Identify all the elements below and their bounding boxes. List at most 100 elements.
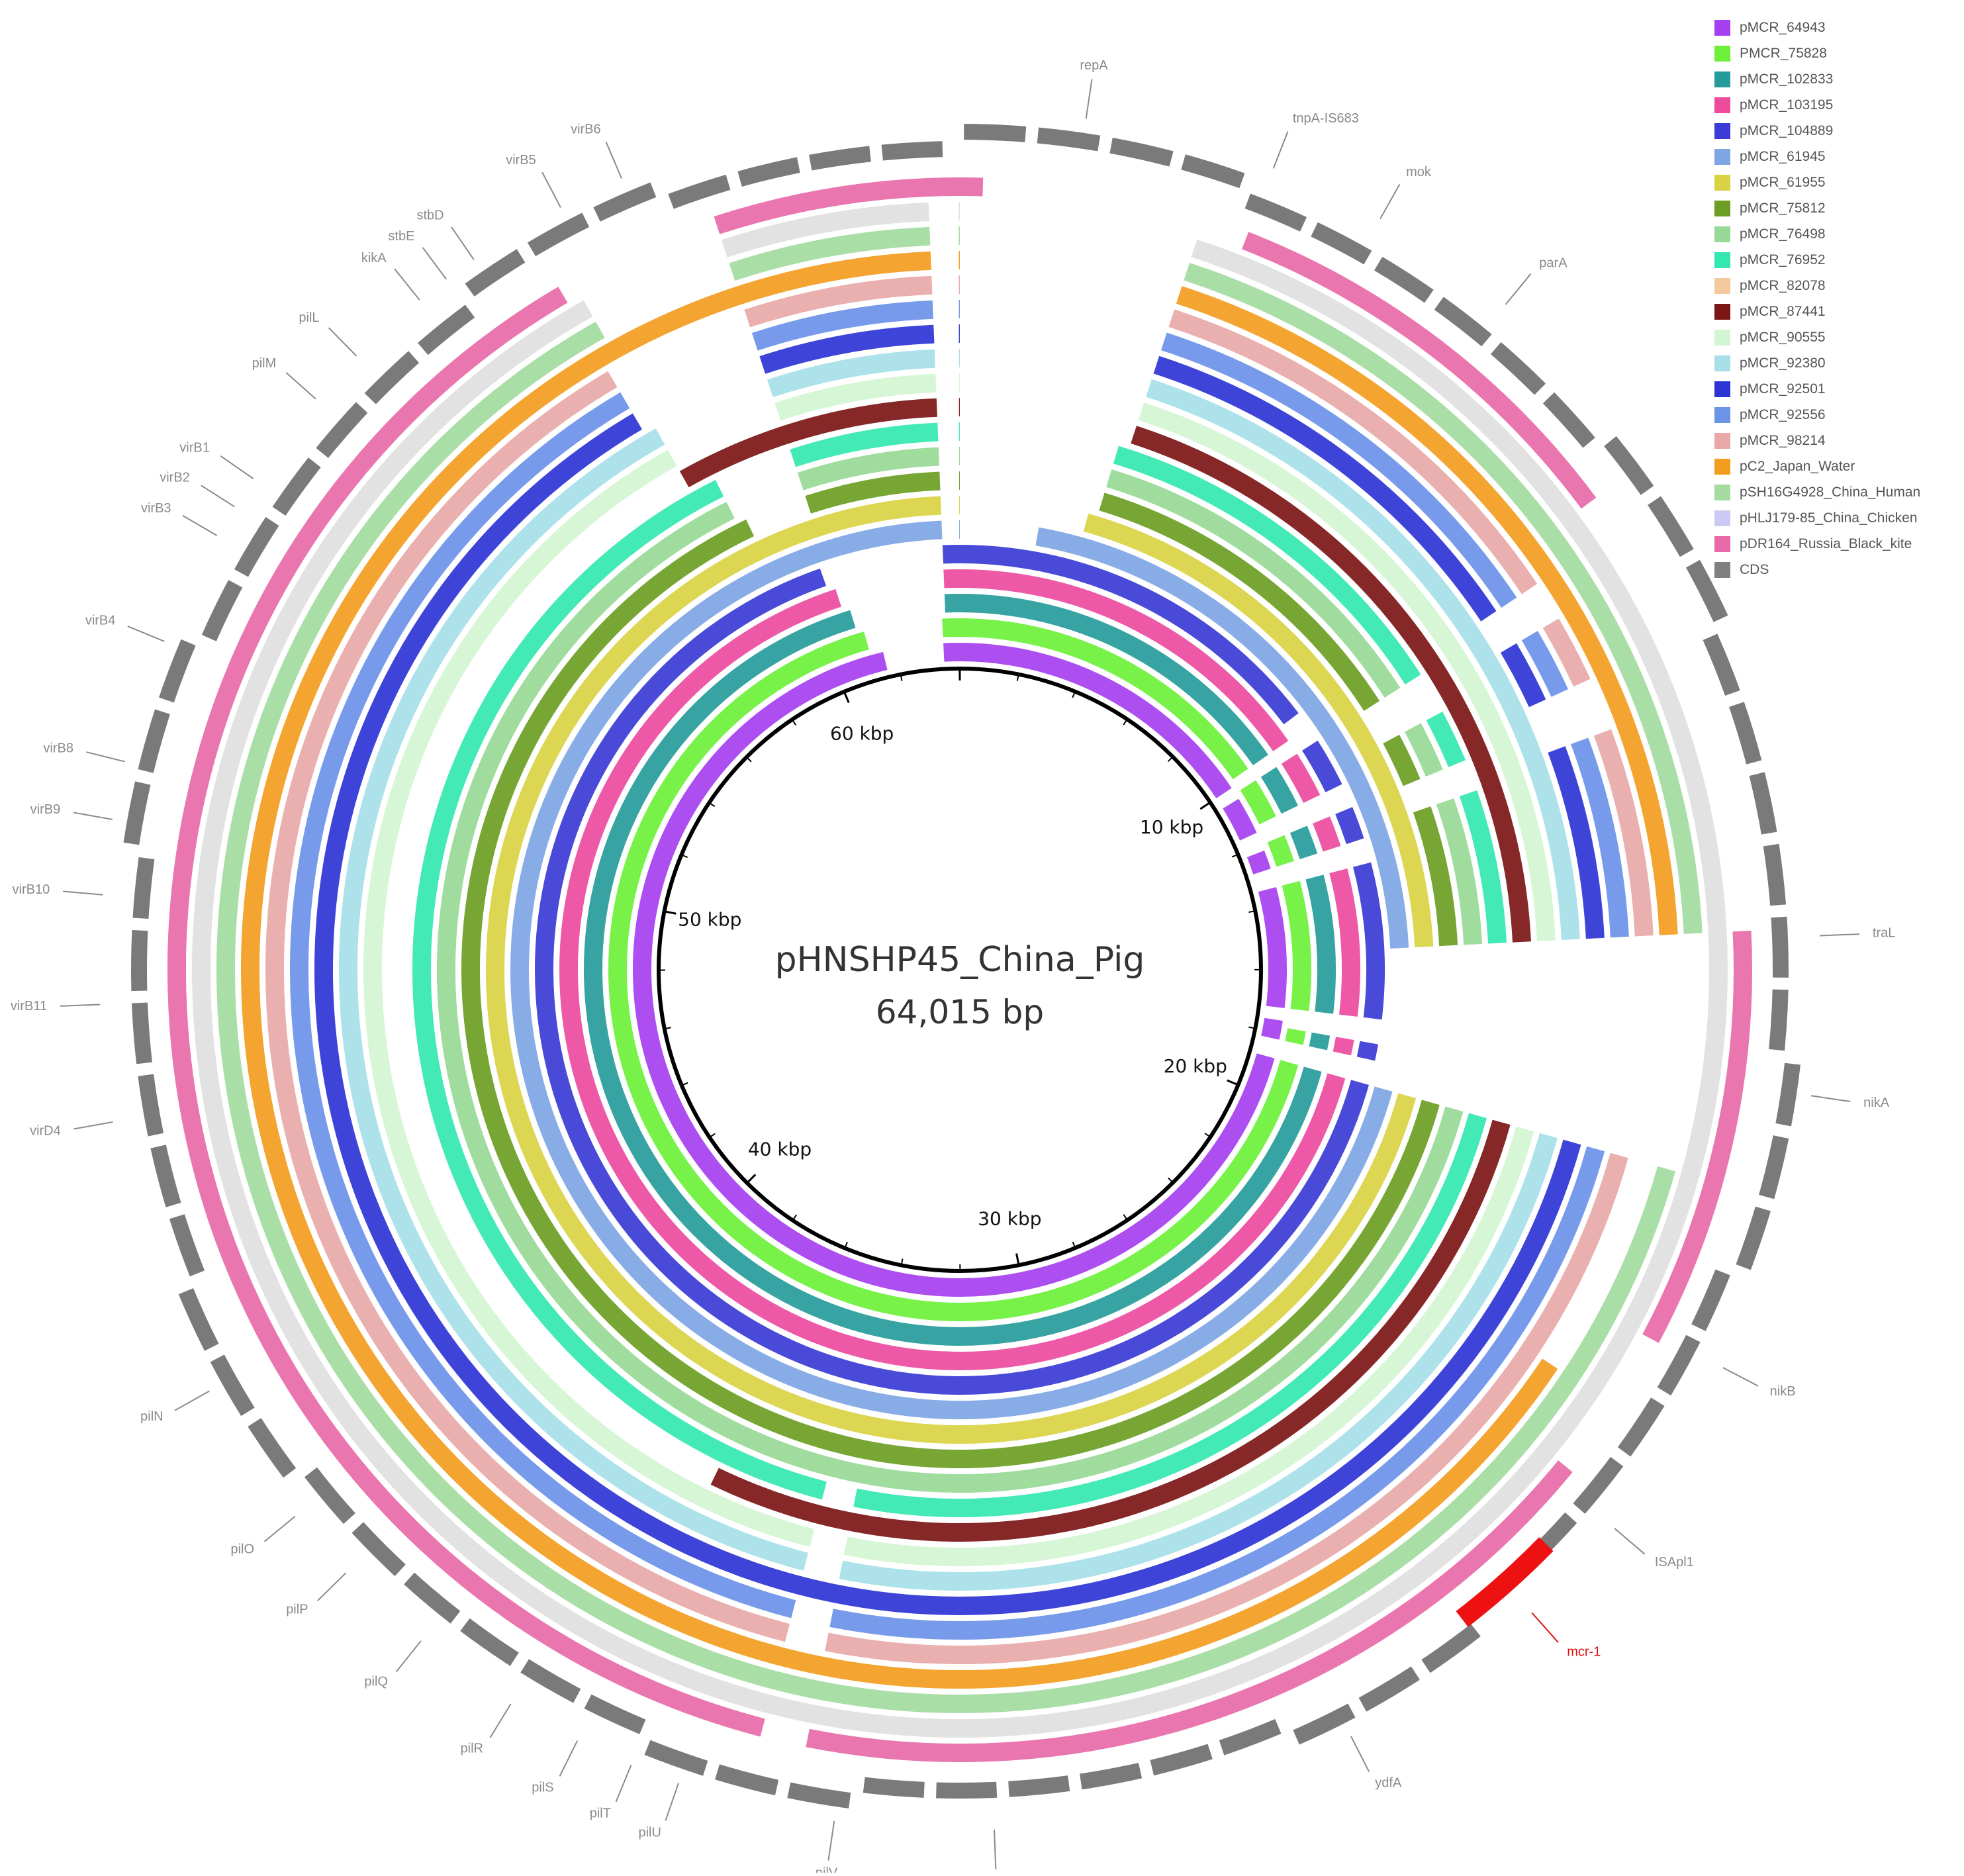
gene-leader xyxy=(1380,184,1399,218)
legend-swatch xyxy=(1714,562,1730,578)
legend-label: pMCR_104889 xyxy=(1740,123,1833,139)
legend-item: pSH16G4928_China_Human xyxy=(1714,479,1959,505)
legend-label: CDS xyxy=(1740,562,1769,578)
gene-leader xyxy=(1811,1096,1850,1102)
gene-label-kikA: kikA xyxy=(361,251,387,265)
cds-block xyxy=(597,190,653,214)
gene-leader xyxy=(329,328,357,356)
legend-swatch xyxy=(1714,304,1730,320)
cds-block xyxy=(740,165,799,179)
gene-label-parA: parA xyxy=(1539,256,1567,270)
gene-label-pilU: pilU xyxy=(638,1825,661,1840)
gene-leader xyxy=(1723,1368,1758,1386)
gene-leader xyxy=(175,1391,209,1410)
cds-block xyxy=(370,357,414,399)
ring-segment xyxy=(1315,877,1327,1013)
gene-leader xyxy=(1351,1736,1369,1771)
tick-mark xyxy=(844,692,849,703)
gene-leader xyxy=(318,1573,346,1601)
ring-segment xyxy=(1344,811,1355,841)
cds-block xyxy=(1081,1771,1141,1782)
ring-segment xyxy=(1269,772,1290,810)
legend-label: pDR164_Russia_Black_kite xyxy=(1740,536,1912,552)
gene-label-virB8: virB8 xyxy=(43,741,73,756)
tick-label: 10 kbp xyxy=(1140,816,1203,838)
cds-block xyxy=(671,182,728,201)
legend-swatch xyxy=(1714,459,1730,475)
gene-leader xyxy=(490,1704,510,1738)
cds-block xyxy=(532,220,586,250)
gene-label-nikB: nikB xyxy=(1770,1384,1796,1399)
cds-block xyxy=(1710,637,1732,693)
gene-label-virB3: virB3 xyxy=(141,501,171,516)
legend-swatch xyxy=(1714,485,1730,500)
cds-block xyxy=(588,1701,643,1726)
ring-segment xyxy=(1318,1034,1321,1048)
gene-leader xyxy=(606,142,622,178)
cds-block xyxy=(1624,1402,1658,1452)
cds-block xyxy=(279,463,315,512)
gene-label-nikA: nikA xyxy=(1863,1096,1890,1110)
gene-leader xyxy=(60,1004,100,1006)
cds-block xyxy=(1496,348,1540,389)
legend-item: pMCR_98214 xyxy=(1714,428,1959,453)
legend-label: pMCR_92501 xyxy=(1740,381,1826,397)
gene-label-ydfA: ydfA xyxy=(1375,1775,1402,1790)
legend-item: PMCR_75828 xyxy=(1714,40,1959,66)
gene-leader xyxy=(1274,132,1288,169)
legend-label: pMCR_92380 xyxy=(1740,355,1826,371)
legend-label: pMCR_98214 xyxy=(1740,433,1826,449)
legend-swatch xyxy=(1714,123,1730,139)
cds-block xyxy=(254,1423,289,1474)
gene-leader xyxy=(1820,934,1859,935)
ring-segment xyxy=(1338,871,1351,1016)
cds-block xyxy=(310,1472,349,1519)
cds-block xyxy=(1111,146,1172,159)
gene-label-pilL: pilL xyxy=(299,310,319,325)
legend-swatch xyxy=(1714,97,1730,113)
tick-mark xyxy=(1200,802,1210,809)
legend-swatch xyxy=(1714,330,1730,346)
cds-block xyxy=(1426,1630,1475,1667)
cds-block xyxy=(1771,845,1779,906)
gene-leader xyxy=(201,485,235,506)
legend-item: pMCR_104889 xyxy=(1714,118,1959,144)
cds-block xyxy=(146,712,162,771)
gene-leader xyxy=(1532,1613,1558,1642)
cds-block xyxy=(158,1147,173,1205)
gene-leader xyxy=(560,1741,578,1777)
legend-item: pMCR_61955 xyxy=(1714,169,1959,195)
gene-leader xyxy=(286,373,316,399)
legend-swatch xyxy=(1714,381,1730,397)
cds-block xyxy=(1378,263,1429,296)
gene-label-pilV: pilV xyxy=(816,1866,838,1873)
gene-label-pilT: pilT xyxy=(590,1806,611,1821)
gene-label-stbD: stbD xyxy=(416,208,444,222)
gene-label-virB1: virB1 xyxy=(179,441,210,455)
ring-segment xyxy=(1294,1030,1297,1043)
cds-block xyxy=(1757,774,1769,833)
gene-label-pilP: pilP xyxy=(286,1602,308,1617)
ring-segment xyxy=(1413,727,1434,773)
gene-leader xyxy=(73,1122,113,1129)
gene-label-mok: mok xyxy=(1406,165,1432,179)
tick-label: 60 kbp xyxy=(830,723,894,745)
gene-leader xyxy=(73,812,113,819)
cds-block xyxy=(166,642,188,700)
reference-length: 64,015 bp xyxy=(662,993,1258,1031)
cds-block xyxy=(470,256,522,290)
cds-block xyxy=(357,1528,400,1571)
ring-segment xyxy=(1289,759,1312,799)
gene-label-virB11: virB11 xyxy=(11,999,47,1013)
ring-segment xyxy=(944,652,960,653)
legend-label: pMCR_92556 xyxy=(1740,407,1826,423)
legend-swatch xyxy=(1714,278,1730,294)
cds-block xyxy=(465,1624,514,1659)
legend-swatch xyxy=(1714,226,1730,242)
tick-mark xyxy=(1227,1080,1239,1085)
legend-label: pC2_Japan_Water xyxy=(1740,459,1855,475)
legend-label: pMCR_90555 xyxy=(1740,330,1826,346)
gene-label-stbE: stbE xyxy=(388,229,414,244)
cds-block xyxy=(139,931,140,991)
